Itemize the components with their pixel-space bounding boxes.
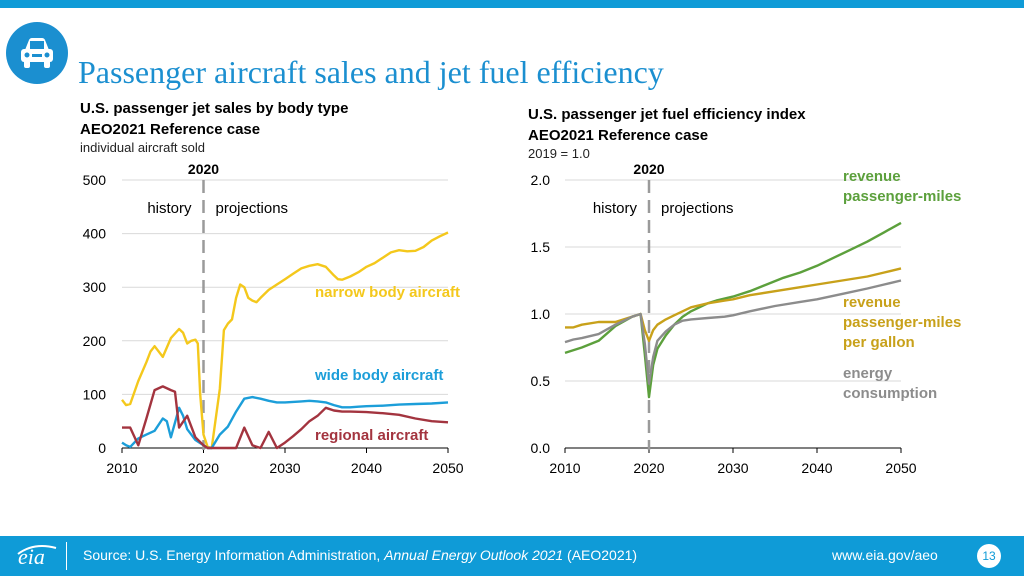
right-chart-subtitle: AEO2021 Reference case <box>528 127 709 144</box>
car-logo-badge <box>6 22 68 84</box>
y-tick-label: 0.5 <box>531 373 551 389</box>
y-tick-label: 500 <box>83 172 107 188</box>
x-tick-label: 2030 <box>717 460 748 476</box>
series-line-narrow-body-aircraft <box>121 231 449 450</box>
source-suffix: (AEO2021) <box>563 547 638 563</box>
left-chart-units: individual aircraft sold <box>80 140 206 155</box>
source-report-title: Annual Energy Outlook 2021 <box>384 547 564 563</box>
history-label: history <box>147 200 192 217</box>
x-tick-label: 2050 <box>432 460 463 476</box>
series-legend-label: wide body aircraft <box>314 367 443 384</box>
y-tick-label: 400 <box>83 226 107 242</box>
y-tick-label: 300 <box>83 279 107 295</box>
series-legend-label: revenue <box>843 168 901 185</box>
divider-year-label: 2020 <box>633 161 664 177</box>
x-tick-label: 2030 <box>269 460 300 476</box>
eia-swoosh-icon <box>17 545 57 555</box>
source-citation: Source: U.S. Energy Information Administ… <box>83 547 637 563</box>
footer-divider <box>66 542 67 570</box>
projections-label: projections <box>661 200 734 217</box>
series-legend-label: regional aircraft <box>315 427 428 444</box>
projections-label: projections <box>216 200 289 217</box>
left-chart-title: U.S. passenger jet sales by body type <box>80 100 349 117</box>
footer-bar: eia Source: U.S. Energy Information Admi… <box>0 536 1024 576</box>
right-chart-units: 2019 = 1.0 <box>528 146 590 161</box>
series-legend-label: narrow body aircraft <box>315 284 460 301</box>
series-line-revenue-passenger-miles-per-gallon <box>565 267 902 342</box>
y-tick-label: 0 <box>98 440 106 456</box>
series-legend-label: revenue <box>843 294 901 311</box>
series-legend-label: passenger-miles <box>843 314 961 331</box>
y-tick-label: 2.0 <box>531 172 551 188</box>
x-tick-label: 2010 <box>106 460 137 476</box>
x-tick-label: 2050 <box>885 460 916 476</box>
x-tick-label: 2020 <box>633 460 664 476</box>
divider-year-label: 2020 <box>188 161 219 177</box>
x-tick-label: 2020 <box>188 460 219 476</box>
y-tick-label: 100 <box>83 386 107 402</box>
right-chart-title: U.S. passenger jet fuel efficiency index <box>528 106 806 123</box>
x-tick-label: 2040 <box>801 460 832 476</box>
page-number-badge: 13 <box>977 544 1001 568</box>
y-tick-label: 1.5 <box>531 239 551 255</box>
page-title: Passenger aircraft sales and jet fuel ef… <box>78 54 664 90</box>
left-chart-subtitle: AEO2021 Reference case <box>80 121 261 138</box>
series-line-regional-aircraft <box>122 385 449 450</box>
series-line-wide-body-aircraft <box>121 395 449 450</box>
series-legend-label: per gallon <box>843 334 915 351</box>
y-tick-label: 0.0 <box>531 440 551 456</box>
series-legend-label: consumption <box>843 385 937 402</box>
y-tick-label: 200 <box>83 333 107 349</box>
series-line-energy-consumption <box>564 279 902 385</box>
top-accent-bar <box>0 0 1024 8</box>
car-icon <box>21 38 53 68</box>
history-label: history <box>593 200 638 217</box>
source-prefix: Source: U.S. Energy Information Administ… <box>83 547 385 563</box>
y-tick-label: 1.0 <box>531 306 551 322</box>
x-tick-label: 2010 <box>549 460 580 476</box>
series-legend-label: passenger-miles <box>843 188 961 205</box>
website-link[interactable]: www.eia.gov/aeo <box>832 547 938 563</box>
series-legend-label: energy <box>843 365 893 382</box>
eia-logo-text: eia <box>18 544 45 569</box>
x-tick-label: 2040 <box>351 460 382 476</box>
